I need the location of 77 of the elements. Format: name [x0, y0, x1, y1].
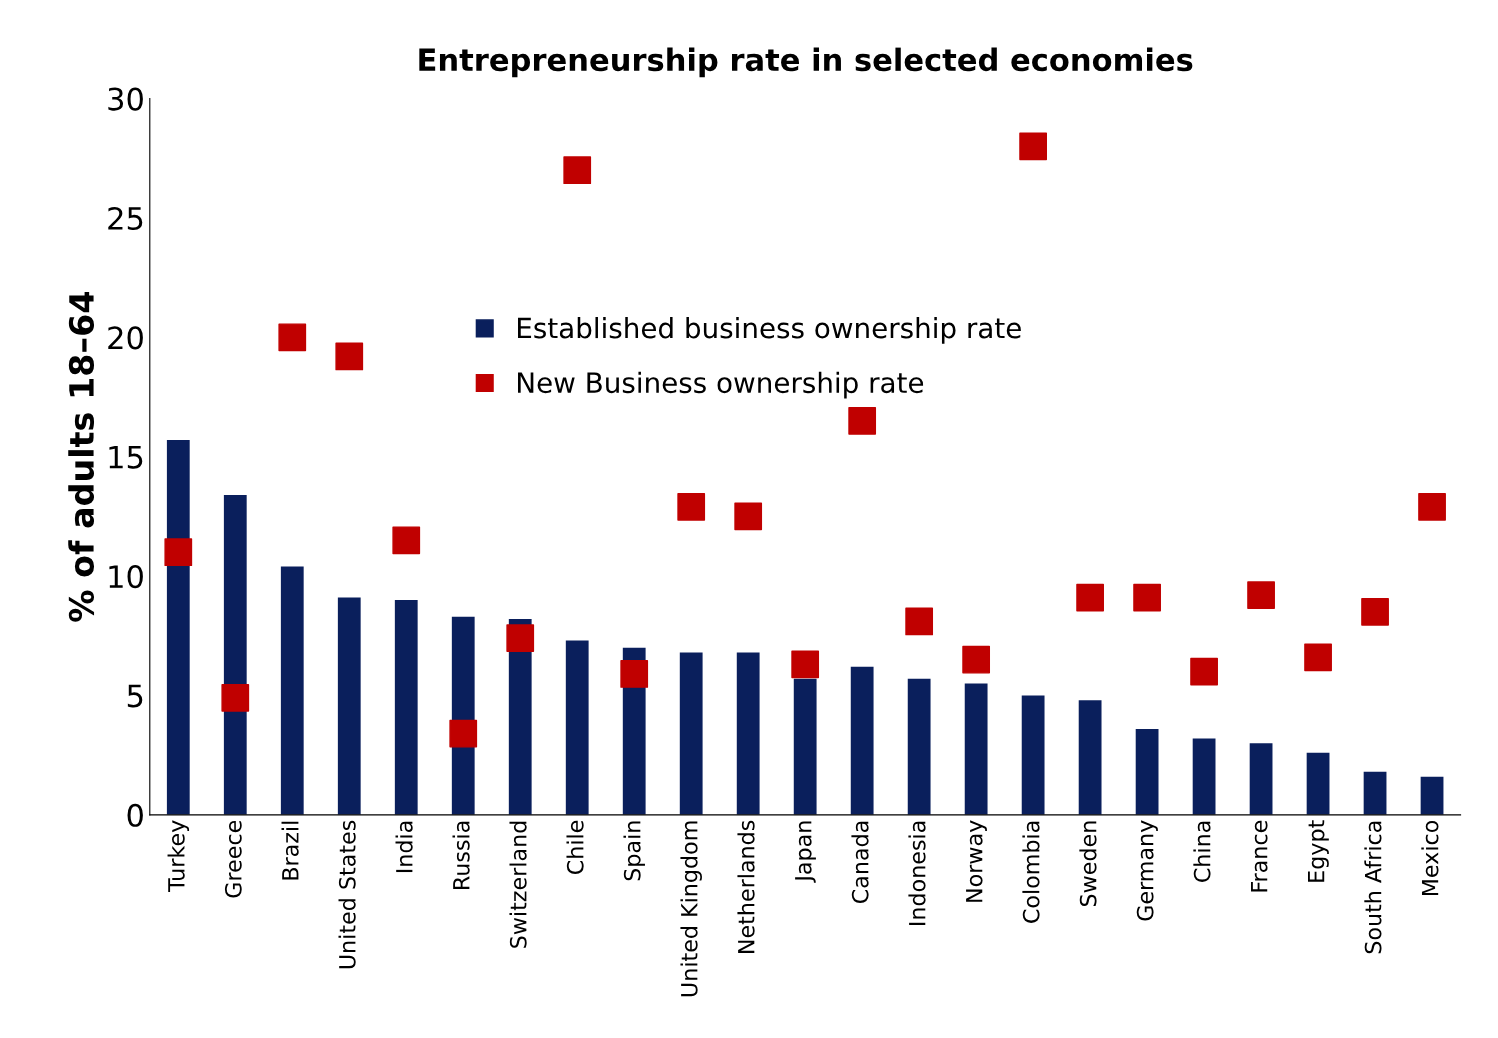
x-tick-label: Japan	[795, 821, 816, 883]
bar	[1135, 728, 1159, 815]
point	[1247, 581, 1275, 610]
legend-label: Established business ownership rate	[518, 316, 1021, 344]
x-tick-label: United Kingdom	[680, 821, 702, 997]
point	[962, 645, 991, 674]
x-tick-label: Turkey	[167, 820, 190, 893]
x-tick-label: South Africa	[1364, 821, 1382, 954]
bar	[337, 597, 361, 815]
point	[449, 719, 478, 748]
point	[392, 526, 421, 555]
x-tick-label: Spain	[623, 821, 645, 881]
x-tick-label: Chile	[566, 820, 584, 875]
point	[848, 407, 877, 435]
bar	[1192, 738, 1216, 815]
x-tick-label: Mexico	[1421, 820, 1439, 896]
x-tick-label: Colombia	[1022, 821, 1040, 923]
bar	[1363, 771, 1387, 815]
point	[221, 683, 250, 712]
bar	[850, 666, 874, 815]
x-tick-label: Switzerland	[509, 821, 527, 948]
y-tick-label: 10	[109, 565, 143, 589]
point	[563, 156, 592, 185]
x-tick-label: Netherlands	[737, 820, 755, 953]
bar	[1420, 776, 1444, 815]
y-tick-label: 0	[127, 803, 143, 827]
x-tick-label: Indonesia	[908, 821, 926, 925]
point	[734, 502, 763, 531]
point	[1019, 132, 1048, 161]
bar	[1306, 752, 1330, 815]
x-tick-label: Norway	[966, 820, 987, 902]
point	[1076, 583, 1104, 612]
x-tick-label: Sweden	[1079, 821, 1097, 907]
bar	[166, 440, 190, 815]
point	[620, 660, 649, 688]
point	[905, 607, 934, 636]
y-axis-title: % of adults 18–64	[68, 292, 95, 622]
x-tick-label: China	[1193, 821, 1211, 882]
bar	[1249, 743, 1273, 815]
legend-label: New Business ownership rate	[518, 371, 924, 399]
bar	[793, 678, 817, 815]
x-tick-label: Germany	[1136, 820, 1158, 921]
bar	[964, 683, 988, 815]
y-tick-label: 5	[127, 684, 143, 708]
y-tick-label: 25	[108, 206, 143, 231]
x-tick-label: United States	[338, 820, 356, 969]
point	[1190, 657, 1218, 686]
bar	[1078, 700, 1102, 815]
point	[1361, 598, 1389, 626]
bar	[223, 494, 247, 815]
x-tick-label: Egypt	[1308, 820, 1329, 882]
x-tick-label: India	[395, 821, 413, 873]
point	[1304, 643, 1332, 672]
x-tick-label: Brazil	[281, 821, 299, 880]
y-tick-label: 20	[108, 326, 143, 350]
bar	[679, 652, 703, 815]
y-tick-label: 30	[108, 87, 143, 111]
bar	[280, 566, 304, 815]
point	[1133, 583, 1161, 612]
x-tick-label: Greece	[224, 820, 242, 898]
y-tick-label: 15	[109, 446, 143, 469]
bar	[907, 678, 931, 815]
bar	[565, 640, 589, 815]
point	[677, 492, 706, 521]
x-tick-label: Russia	[452, 821, 470, 889]
bar	[736, 652, 760, 815]
point	[278, 323, 307, 352]
bar	[1021, 695, 1045, 815]
bar	[394, 599, 418, 815]
point	[791, 650, 820, 679]
chart-title: Entrepreneurship rate in selected economies	[419, 47, 1193, 78]
x-tick-label: France	[1251, 820, 1268, 892]
point	[164, 538, 193, 567]
x-tick-label: Canada	[851, 821, 869, 904]
point	[335, 342, 364, 371]
point	[506, 624, 535, 653]
point	[1418, 492, 1446, 521]
